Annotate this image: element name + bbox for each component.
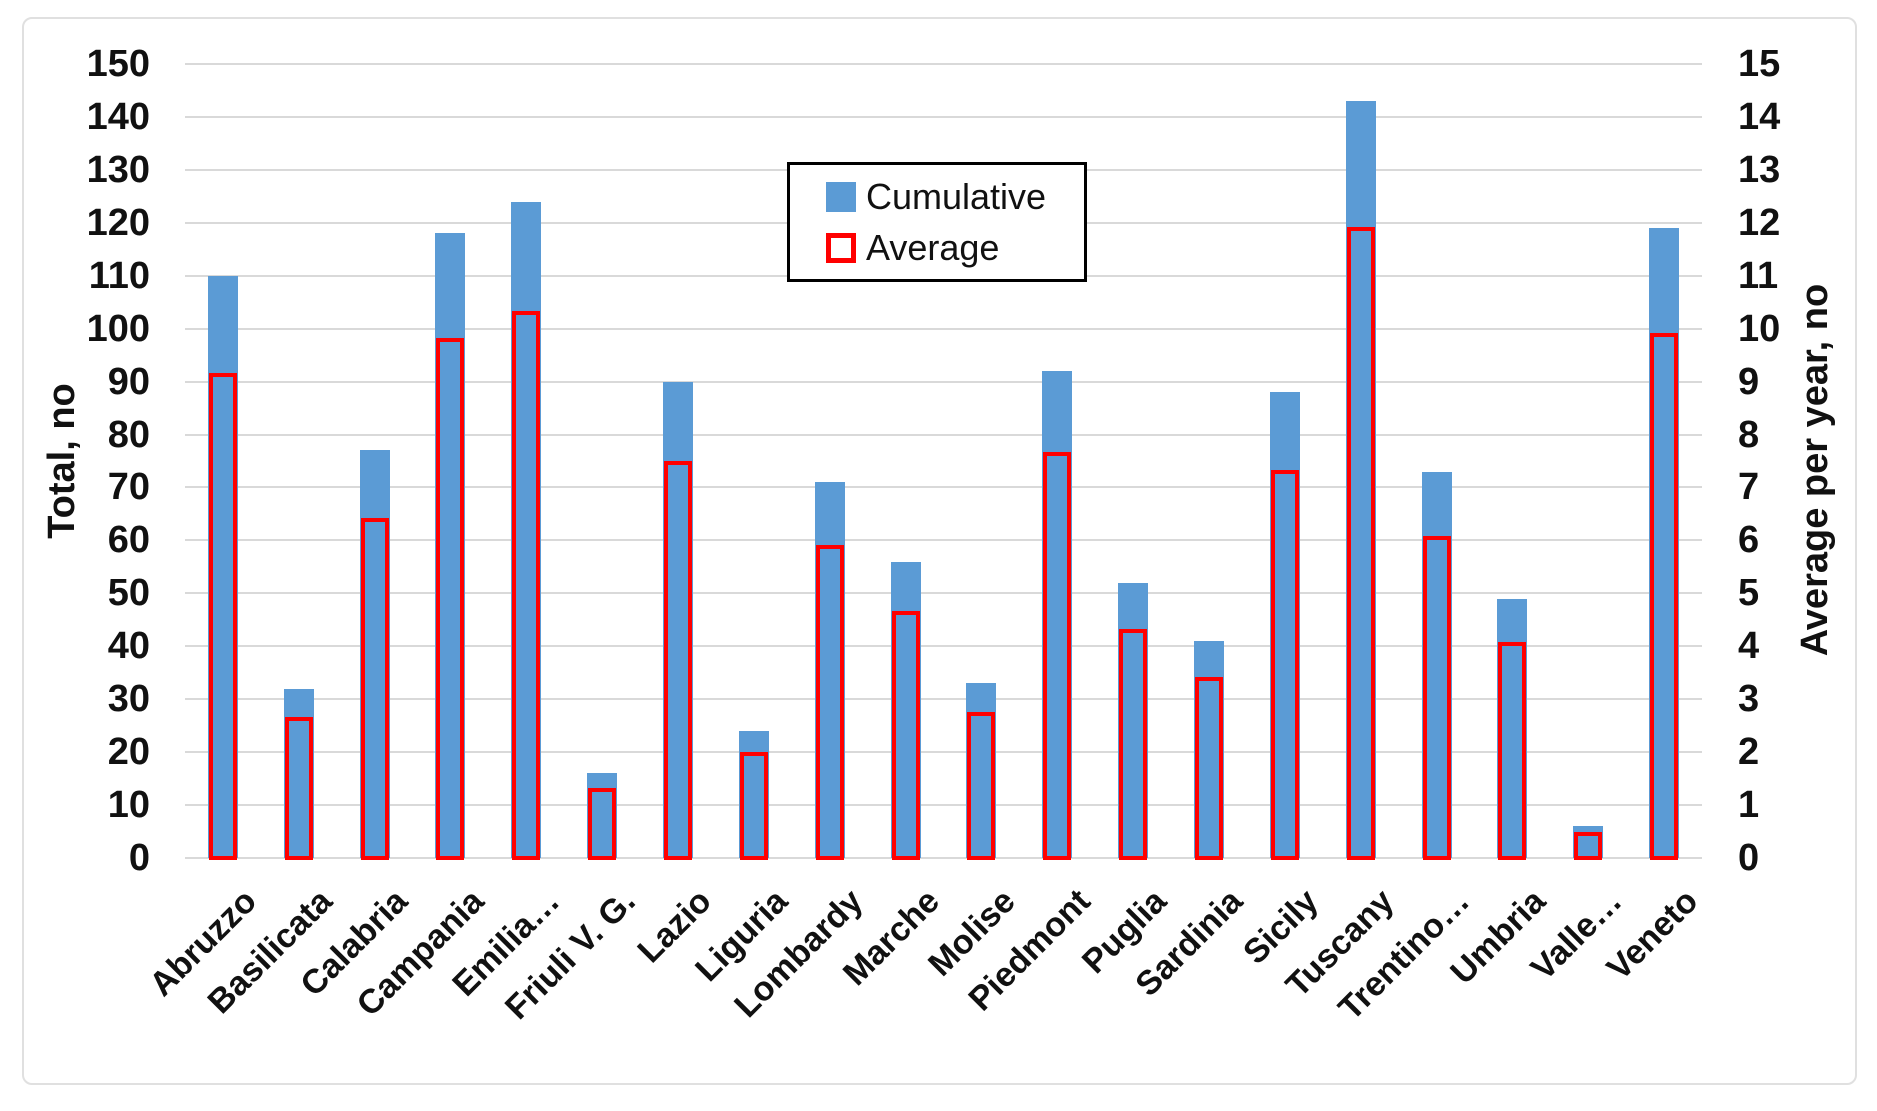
legend-item-average: Average <box>826 226 1084 268</box>
left-axis-tick: 130 <box>86 148 150 191</box>
average-bar <box>588 787 617 860</box>
right-axis-tick: 14 <box>1738 95 1781 138</box>
gridline <box>185 592 1702 595</box>
right-axis-title: Average per year, no <box>1794 283 1836 657</box>
gridline <box>185 115 1702 118</box>
cumulative-swatch-icon <box>826 181 856 212</box>
gridline <box>185 645 1702 648</box>
left-axis-tick: 20 <box>107 731 150 774</box>
average-bar <box>664 461 693 860</box>
right-axis-tick: 9 <box>1738 360 1760 403</box>
right-axis-tick: 3 <box>1738 678 1760 721</box>
left-axis-tick: 40 <box>107 625 150 668</box>
gridline <box>185 539 1702 542</box>
gridline <box>185 380 1702 383</box>
average-bar <box>1650 332 1679 860</box>
right-axis-tick: 13 <box>1738 148 1781 191</box>
gridline <box>185 433 1702 436</box>
average-bar <box>360 518 389 860</box>
left-axis-tick: 100 <box>86 307 150 350</box>
gridline <box>185 751 1702 754</box>
legend-label-average: Average <box>866 226 1000 268</box>
legend: Cumulative Average <box>787 162 1087 282</box>
average-bar <box>815 544 844 860</box>
average-bar <box>1194 676 1223 860</box>
average-bar <box>1498 642 1527 860</box>
right-axis-tick: 5 <box>1738 572 1760 615</box>
left-axis-tick: 90 <box>107 360 150 403</box>
right-axis-tick: 1 <box>1738 784 1760 827</box>
left-axis-tick: 10 <box>107 784 150 827</box>
average-bar <box>1574 831 1603 860</box>
left-axis-tick: 60 <box>107 519 150 562</box>
right-axis-tick: 8 <box>1738 413 1760 456</box>
right-axis-tick: 11 <box>1738 254 1779 297</box>
left-axis-tick: 140 <box>86 95 150 138</box>
left-axis-tick: 120 <box>86 201 150 244</box>
right-axis-tick: 4 <box>1738 625 1760 668</box>
average-bar <box>739 752 768 860</box>
left-axis-tick: 70 <box>107 466 150 509</box>
average-bar <box>1346 227 1375 860</box>
average-bar <box>208 372 237 860</box>
gridline <box>185 804 1702 807</box>
left-axis-tick: 50 <box>107 572 150 615</box>
average-bar <box>891 610 920 860</box>
legend-label-cumulative: Cumulative <box>866 175 1047 217</box>
left-axis-tick: 30 <box>107 678 150 721</box>
average-bar <box>436 337 465 860</box>
left-axis-tick: 150 <box>86 43 150 85</box>
average-bar <box>284 716 313 860</box>
gridline <box>185 486 1702 489</box>
left-axis-tick: 80 <box>107 413 150 456</box>
average-bar <box>1119 628 1148 860</box>
average-bar <box>967 712 996 860</box>
average-bar <box>1043 452 1072 860</box>
average-bar <box>1270 469 1299 860</box>
right-axis-tick: 10 <box>1738 307 1781 350</box>
right-axis-tick: 0 <box>1738 837 1760 879</box>
average-bar <box>512 311 541 860</box>
right-axis-tick: 15 <box>1738 43 1781 85</box>
gridline <box>185 327 1702 330</box>
gridline <box>185 698 1702 701</box>
legend-item-cumulative: Cumulative <box>826 175 1084 217</box>
average-swatch-icon <box>826 232 856 263</box>
right-axis-tick: 2 <box>1738 731 1760 774</box>
right-axis-tick: 6 <box>1738 519 1760 562</box>
gridline <box>185 63 1702 65</box>
gridline <box>185 857 1702 859</box>
right-axis-tick: 12 <box>1738 201 1781 244</box>
average-bar <box>1422 536 1451 860</box>
right-axis-tick: 7 <box>1738 466 1760 509</box>
left-axis-tick: 0 <box>128 837 150 879</box>
left-axis-tick: 110 <box>88 254 150 297</box>
left-axis-title: Total, no <box>41 383 83 539</box>
